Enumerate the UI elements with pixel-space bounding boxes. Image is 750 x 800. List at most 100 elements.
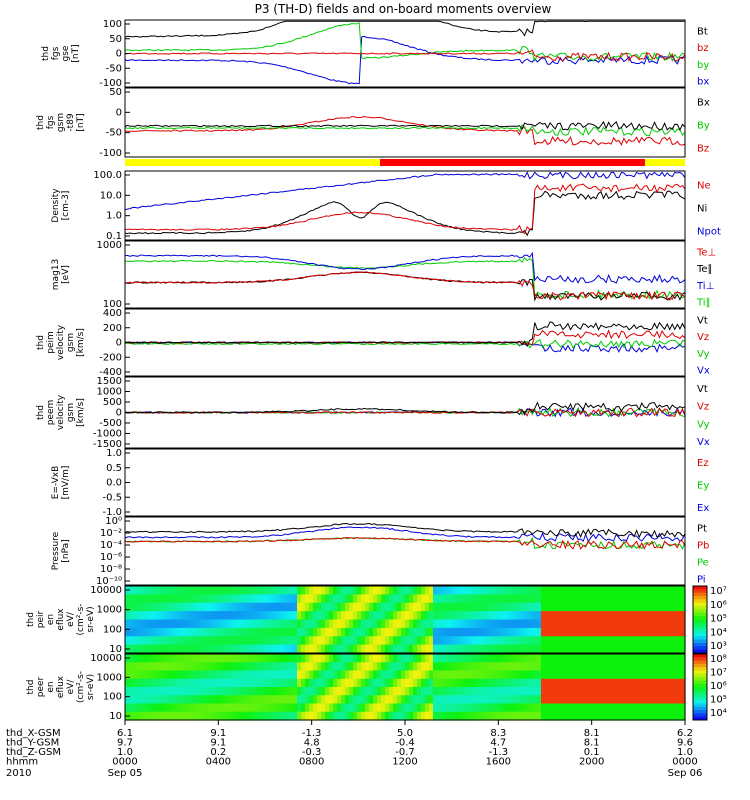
spectrogram-cell bbox=[541, 627, 546, 637]
spectrogram-cell bbox=[537, 594, 542, 604]
spectrogram-cell bbox=[129, 594, 134, 604]
spectrogram-cell bbox=[241, 670, 246, 680]
spectrogram-cell bbox=[437, 678, 442, 688]
y-tick-label: 1500 bbox=[97, 376, 122, 387]
spectrogram-cell bbox=[185, 602, 190, 612]
spectrogram-cell bbox=[125, 619, 130, 629]
spectrogram-cell bbox=[521, 586, 526, 595]
spectrogram-cell bbox=[457, 644, 462, 654]
spectrogram-cell bbox=[173, 627, 178, 637]
spectrogram-cell bbox=[157, 662, 162, 672]
spectrogram-cell bbox=[545, 711, 550, 721]
spectrogram-cell bbox=[681, 627, 686, 637]
series-line-by bbox=[124, 22, 686, 63]
spectrogram-cell bbox=[457, 627, 462, 637]
spectrogram-cell bbox=[129, 662, 134, 672]
spectrogram-cell bbox=[533, 586, 538, 595]
spectrogram-cell bbox=[317, 662, 322, 672]
spectrogram-cell bbox=[597, 611, 602, 621]
spectrogram-cell bbox=[669, 636, 674, 646]
spectrogram-cell bbox=[289, 695, 294, 705]
spectrogram-cell bbox=[473, 636, 478, 646]
spectrogram-cell bbox=[669, 611, 674, 621]
spectrogram-cell bbox=[221, 594, 226, 604]
spectrogram-cell bbox=[317, 594, 322, 604]
spectrogram-cell bbox=[209, 644, 214, 654]
spectrogram-cell bbox=[549, 670, 554, 680]
colorbar-frame bbox=[692, 653, 708, 721]
spectrogram-cell bbox=[313, 703, 318, 713]
spectrogram-cell bbox=[297, 594, 302, 604]
spectrogram-cell bbox=[437, 611, 442, 621]
legend-item-Vt: Vt bbox=[697, 315, 708, 326]
spectrogram-cell bbox=[505, 594, 510, 604]
spectrogram-cell bbox=[477, 703, 482, 713]
y-ticks: 500-50-100 bbox=[99, 87, 130, 159]
spectrogram-cell bbox=[385, 586, 390, 595]
spectrogram-cell bbox=[597, 594, 602, 604]
spectrogram-cell bbox=[277, 594, 282, 604]
spectrogram-cell bbox=[561, 611, 566, 621]
spectrogram-cell bbox=[521, 711, 526, 721]
spectrogram-cell bbox=[597, 602, 602, 612]
spectrogram-cell bbox=[453, 695, 458, 705]
spectrogram-cell bbox=[281, 644, 286, 654]
spectrogram-cell bbox=[385, 602, 390, 612]
spectrogram-cell bbox=[281, 594, 286, 604]
spectrogram-cell bbox=[345, 654, 350, 663]
spectrogram-cell bbox=[501, 654, 506, 663]
spectrogram-cell bbox=[377, 654, 382, 663]
spectrogram-cell bbox=[645, 644, 650, 654]
spectrogram-cell bbox=[221, 703, 226, 713]
spectrogram-cell bbox=[345, 627, 350, 637]
spectrogram-cell bbox=[169, 695, 174, 705]
spectrogram-cell bbox=[549, 711, 554, 721]
spectrogram-cell bbox=[577, 662, 582, 672]
spectrogram-cell bbox=[285, 602, 290, 612]
x-row-value: 6.1 bbox=[117, 728, 133, 739]
spectrogram-cell bbox=[633, 687, 638, 696]
spectrogram-cell bbox=[133, 636, 138, 646]
spectrogram-cell bbox=[389, 678, 394, 688]
spectrogram-cell bbox=[417, 627, 422, 637]
spectrogram-cell bbox=[365, 586, 370, 595]
spectrogram-cell bbox=[273, 619, 278, 629]
spectrogram-cell bbox=[233, 695, 238, 705]
spectrogram-cell bbox=[441, 687, 446, 696]
spectrogram-cell bbox=[249, 662, 254, 672]
spectrogram-cell bbox=[497, 636, 502, 646]
spectrogram-cell bbox=[397, 687, 402, 696]
spectrogram-cell bbox=[265, 711, 270, 721]
spectrogram-cell bbox=[609, 662, 614, 672]
y-axis-label-line: eV/ bbox=[66, 679, 76, 695]
spectrogram-cell bbox=[425, 586, 430, 595]
y-tick-label: 10⁻¹⁰ bbox=[96, 576, 122, 587]
spectrogram-cell bbox=[649, 636, 654, 646]
spectrogram-cell bbox=[229, 687, 234, 696]
y-axis-label-line: velocity bbox=[56, 394, 66, 430]
spectrogram-cell bbox=[189, 594, 194, 604]
spectrogram-cell bbox=[573, 627, 578, 637]
y-tick-label: 50 bbox=[109, 87, 122, 98]
spectrogram-cell bbox=[293, 619, 298, 629]
spectrogram-cell bbox=[237, 611, 242, 621]
spectrogram-cell bbox=[669, 654, 674, 663]
spectrogram-cell bbox=[325, 636, 330, 646]
spectrogram-cell bbox=[473, 662, 478, 672]
spectrogram-cell bbox=[425, 687, 430, 696]
spectrogram-cell bbox=[413, 611, 418, 621]
spectrogram-cell bbox=[161, 687, 166, 696]
spectrogram-cell bbox=[469, 687, 474, 696]
spectrogram-cell bbox=[481, 695, 486, 705]
spectrogram-cell bbox=[321, 695, 326, 705]
spectrogram-cell bbox=[505, 586, 510, 595]
spectrogram-cell bbox=[489, 611, 494, 621]
spectrogram-cell bbox=[197, 687, 202, 696]
spectrogram-cell bbox=[537, 611, 542, 621]
spectrogram-cell bbox=[301, 711, 306, 721]
spectrogram-cell bbox=[225, 611, 230, 621]
spectrogram-cell bbox=[533, 687, 538, 696]
spectrogram-cell bbox=[185, 711, 190, 721]
spectrogram-cell bbox=[389, 644, 394, 654]
